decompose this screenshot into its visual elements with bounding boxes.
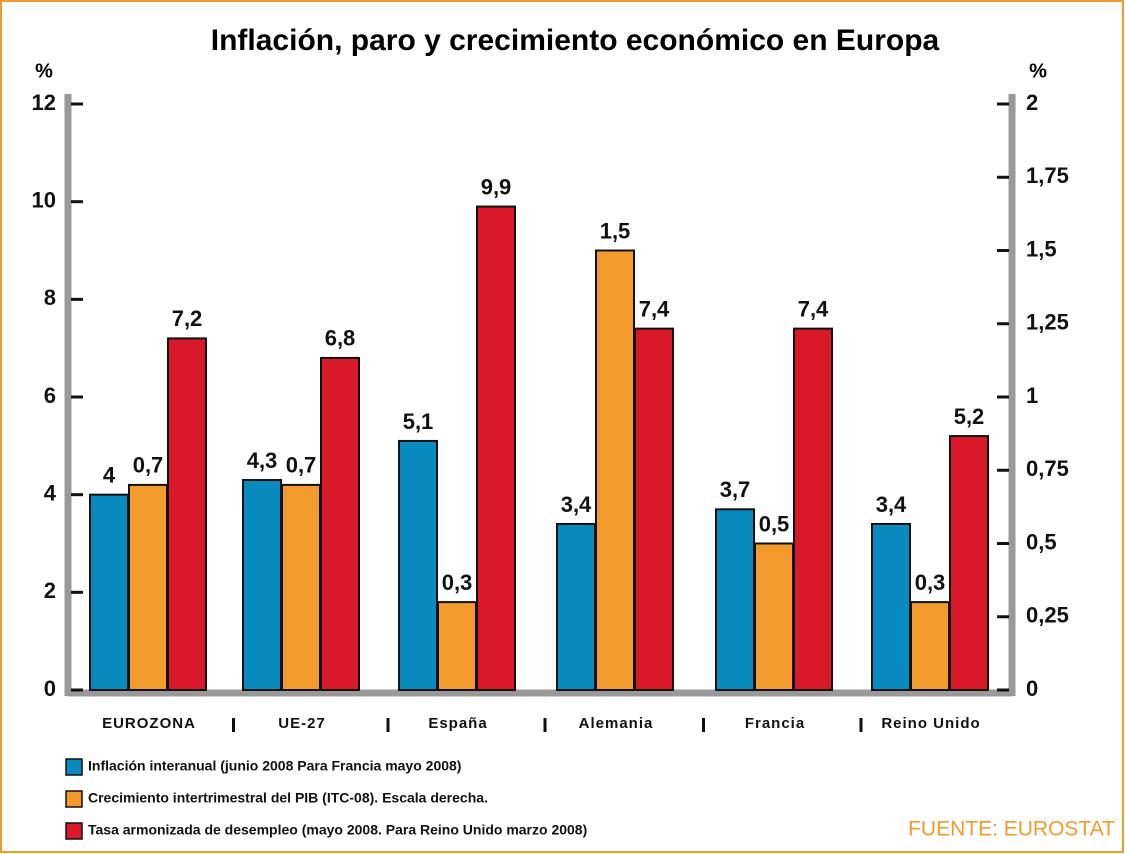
value-label: 0,7 xyxy=(286,453,317,478)
y-tick-label: 0 xyxy=(44,676,56,701)
bar xyxy=(320,356,360,691)
x-tick-label: UE-27 xyxy=(278,715,326,732)
y-tick-label: 10 xyxy=(32,187,56,212)
value-label: 5,2 xyxy=(954,404,985,429)
bar xyxy=(949,435,989,692)
y-tick-label: 8 xyxy=(44,285,56,310)
value-label: 0,5 xyxy=(759,511,790,536)
bar xyxy=(910,601,950,691)
y2-tick-label: 1,25 xyxy=(1026,310,1069,335)
value-label: 0,7 xyxy=(133,453,164,478)
bar xyxy=(595,249,635,691)
bar xyxy=(281,483,321,691)
value-label: 3,4 xyxy=(561,492,592,517)
value-label: 7,2 xyxy=(172,306,203,331)
bar xyxy=(167,337,207,691)
y2-tick-label: 0,5 xyxy=(1026,529,1057,554)
legend-label: Inflación interanual (junio 2008 Para Fr… xyxy=(88,758,461,774)
y-tick-label: 12 xyxy=(32,90,56,115)
y2-axis-label: % xyxy=(1029,60,1047,82)
value-label: 4,3 xyxy=(247,448,278,473)
legend-swatch xyxy=(65,822,83,840)
bar xyxy=(556,522,596,692)
y-axis-label: % xyxy=(35,60,53,82)
y2-tick-label: 0 xyxy=(1026,676,1038,701)
y2-tick-label: 1,75 xyxy=(1026,163,1069,188)
x-tick-label: Alemania xyxy=(579,715,654,732)
bar xyxy=(715,508,755,692)
x-tick-label: España xyxy=(428,715,487,732)
bar xyxy=(437,601,477,691)
value-label: 7,4 xyxy=(798,296,829,321)
legend-swatch xyxy=(65,758,83,776)
chart-title: Inflación, paro y crecimiento económico … xyxy=(211,24,940,57)
bar xyxy=(754,542,794,691)
value-label: 4 xyxy=(103,462,116,487)
y2-tick-label: 1,5 xyxy=(1026,236,1057,261)
y2-tick-label: 2 xyxy=(1026,90,1038,115)
value-label: 3,7 xyxy=(720,477,751,502)
value-label: 3,4 xyxy=(876,492,907,517)
x-tick-label: EUROZONA xyxy=(102,715,196,732)
value-label: 7,4 xyxy=(639,296,670,321)
legend-label: Tasa armonizada de desempleo (mayo 2008.… xyxy=(88,822,587,838)
y2-tick-label: 0,75 xyxy=(1026,456,1069,481)
bar xyxy=(89,493,129,691)
bar xyxy=(128,483,168,691)
legend-label: Crecimiento intertrimestral del PIB (ITC… xyxy=(88,790,488,806)
y-tick-label: 6 xyxy=(44,383,56,408)
legend-swatch xyxy=(65,790,83,808)
y2-tick-label: 0,25 xyxy=(1026,603,1069,628)
y-tick-label: 2 xyxy=(44,578,56,603)
bar xyxy=(871,522,911,692)
y-tick-label: 4 xyxy=(44,480,57,505)
bar xyxy=(793,327,833,691)
value-label: 1,5 xyxy=(600,218,631,243)
bar xyxy=(634,327,674,691)
value-label: 9,9 xyxy=(481,174,512,199)
value-label: 0,3 xyxy=(442,570,473,595)
x-tick-label: Reino Unido xyxy=(881,715,980,732)
value-label: 5,1 xyxy=(403,409,434,434)
value-label: 6,8 xyxy=(325,326,356,351)
source: FUENTE: EUROSTAT xyxy=(908,818,1115,841)
bar xyxy=(398,439,438,692)
y2-tick-label: 1 xyxy=(1026,383,1038,408)
x-tick-label: Francia xyxy=(745,715,805,732)
bar xyxy=(476,205,516,692)
value-label: 0,3 xyxy=(915,570,946,595)
bar xyxy=(242,479,282,691)
